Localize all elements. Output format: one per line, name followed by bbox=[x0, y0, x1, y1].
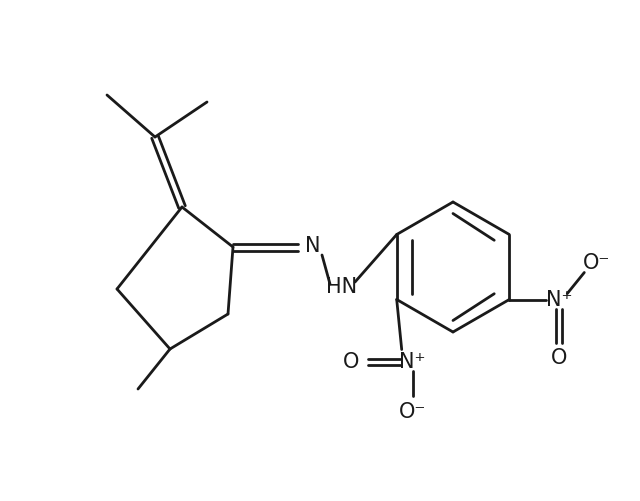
Text: N⁺: N⁺ bbox=[399, 352, 426, 372]
Text: O: O bbox=[551, 348, 568, 368]
Text: O: O bbox=[342, 352, 359, 372]
Text: O⁻: O⁻ bbox=[582, 253, 610, 273]
Text: N⁺: N⁺ bbox=[546, 290, 573, 310]
Text: N: N bbox=[305, 235, 321, 256]
Text: HN: HN bbox=[326, 277, 358, 297]
Text: O⁻: O⁻ bbox=[399, 402, 426, 422]
